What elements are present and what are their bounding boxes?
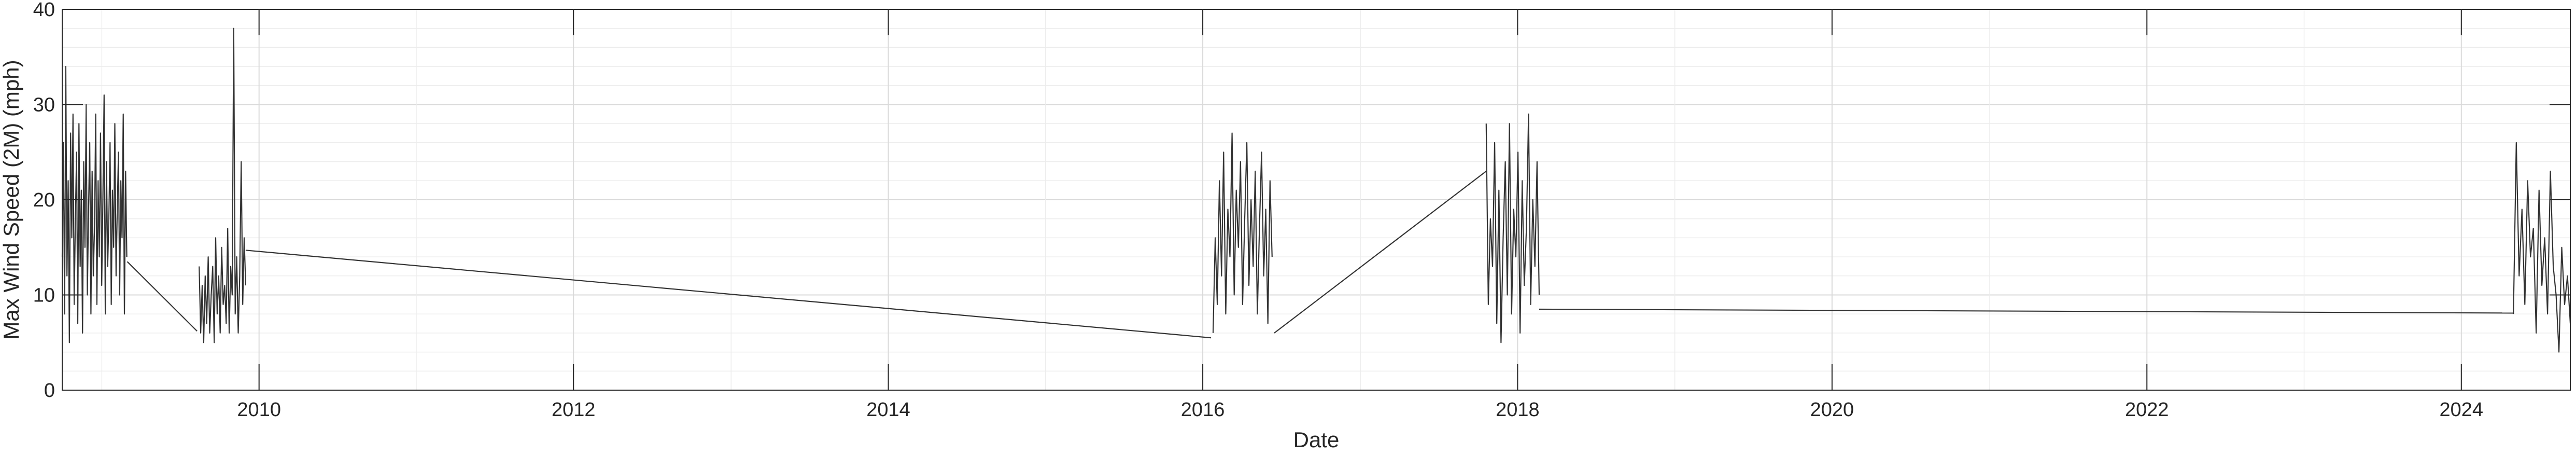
y-tick-label: 10 [33,285,55,307]
series-line-segment [2513,142,2571,353]
y-tick-label: 0 [44,380,55,402]
series-line-segment [126,261,198,332]
series-line-segment [1539,308,2514,314]
x-tick-label: 2022 [2125,399,2169,421]
x-axis-title: Date [1293,428,1340,452]
x-tick-label: 2012 [552,399,596,421]
y-tick-label: 40 [33,0,55,21]
series-line-segment [245,250,1211,339]
y-axis-title: Max Wind Speed (2M) (mph) [0,60,23,339]
ticks [62,9,2570,391]
grid [62,9,2570,391]
series-line-segment [61,66,128,343]
x-tick-label: 2024 [2440,399,2484,421]
x-tick-label: 2010 [237,399,281,421]
series-line-segment [1212,132,1273,333]
series-wind-speed [61,27,2571,353]
x-tick-label: 2014 [866,399,910,421]
y-tick-label: 20 [33,189,55,211]
y-tick-label: 30 [33,94,55,116]
x-tick-label: 2016 [1181,399,1225,421]
x-tick-label: 2020 [1810,399,1854,421]
series-line-segment [1274,171,1487,334]
tick-labels: 0 10 20 30 40 2010 2012 2014 2016 2018 2020 2022 202… [33,0,2483,421]
x-tick-label: 2018 [1496,399,1540,421]
series-line-segment [199,27,246,343]
series-line-segment [1485,113,1540,343]
